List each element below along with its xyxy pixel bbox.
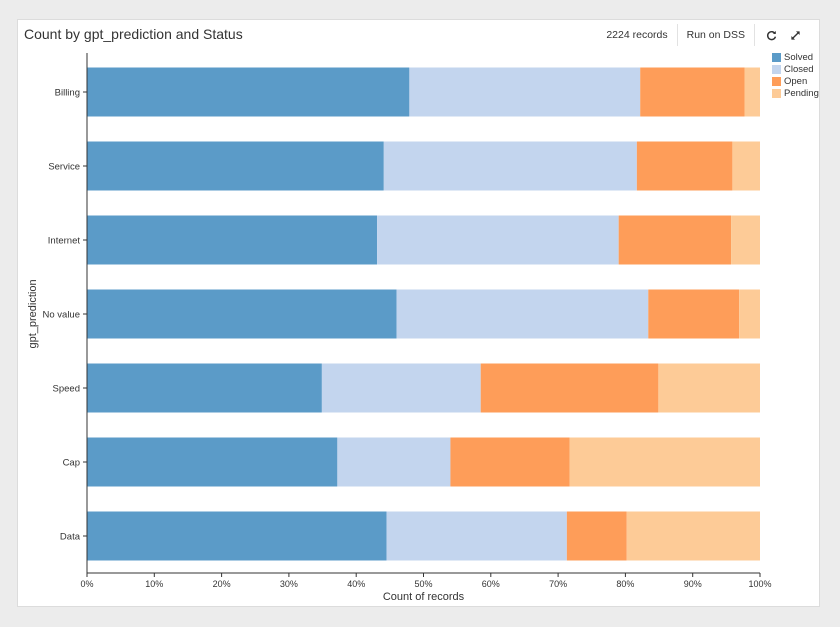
y-tick-label: Service [48,162,80,173]
legend-swatch [772,88,781,98]
legend-swatch [772,64,781,74]
bar-no-value-closed [396,289,649,339]
bar-cap-pending [569,437,760,487]
x-tick-label: 90% [684,579,702,589]
chart-title: Count by gpt_prediction and Status [24,26,243,42]
bar-no-value-solved [87,289,397,339]
bar-service-open [636,141,733,191]
bar-service-closed [383,141,637,191]
bar-cap-solved [87,437,338,487]
x-tick-label: 50% [414,579,432,589]
legend-swatch [772,52,781,62]
bar-internet-closed [377,215,619,265]
bar-service-solved [87,141,384,191]
legend-item-pending[interactable]: Pending [772,87,819,99]
bar-service-pending [732,141,760,191]
bar-data-open [566,511,627,561]
bar-cap-open [450,437,570,487]
x-tick-label: 60% [482,579,500,589]
legend-swatch [772,76,781,86]
bar-internet-solved [87,215,378,265]
x-tick-label: 80% [616,579,634,589]
legend-label: Open [784,75,808,87]
bar-speed-open [480,363,659,413]
chart-legend: Solved Closed Open Pending [772,51,819,99]
y-tick-label: Speed [53,384,80,395]
legend-item-closed[interactable]: Closed [772,63,819,75]
expand-icon[interactable] [788,28,802,42]
x-tick-label: 20% [213,579,231,589]
bar-speed-pending [658,363,760,413]
bar-no-value-pending [739,289,760,339]
legend-item-solved[interactable]: Solved [772,51,819,63]
x-tick-label: 30% [280,579,298,589]
y-tick-label: Cap [63,458,80,469]
bar-cap-closed [337,437,451,487]
bar-billing-closed [409,67,641,117]
refresh-icon[interactable] [764,28,778,42]
x-tick-label: 40% [347,579,365,589]
records-count: 2224 records [606,29,668,41]
bar-speed-solved [87,363,322,413]
bar-internet-open [618,215,732,265]
legend-label: Solved [784,51,814,63]
y-tick-label: Internet [48,236,81,247]
bar-no-value-open [648,289,740,339]
bar-speed-closed [321,363,481,413]
x-tick-label: 70% [549,579,567,589]
y-tick-label: Data [60,532,81,543]
legend-label: Closed [784,63,814,75]
bar-billing-pending [744,67,760,117]
legend-item-open[interactable]: Open [772,75,819,87]
bar-internet-pending [731,215,760,265]
y-tick-label: Billing [55,88,80,99]
x-axis-label: Count of records [383,591,465,603]
y-axis-label: gpt_prediction [27,279,39,348]
bar-billing-solved [87,67,410,117]
bar-data-pending [626,511,760,561]
x-tick-label: 100% [748,579,771,589]
bar-data-solved [87,511,387,561]
x-tick-label: 10% [145,579,163,589]
y-tick-label: No value [43,310,81,321]
chart-toolbar: 2224 records Run on DSS [597,24,811,46]
legend-label: Pending [784,87,819,99]
x-tick-label: 0% [80,579,93,589]
bar-data-closed [386,511,567,561]
run-on-dss-button[interactable]: Run on DSS [676,24,754,46]
bar-billing-open [640,67,745,117]
